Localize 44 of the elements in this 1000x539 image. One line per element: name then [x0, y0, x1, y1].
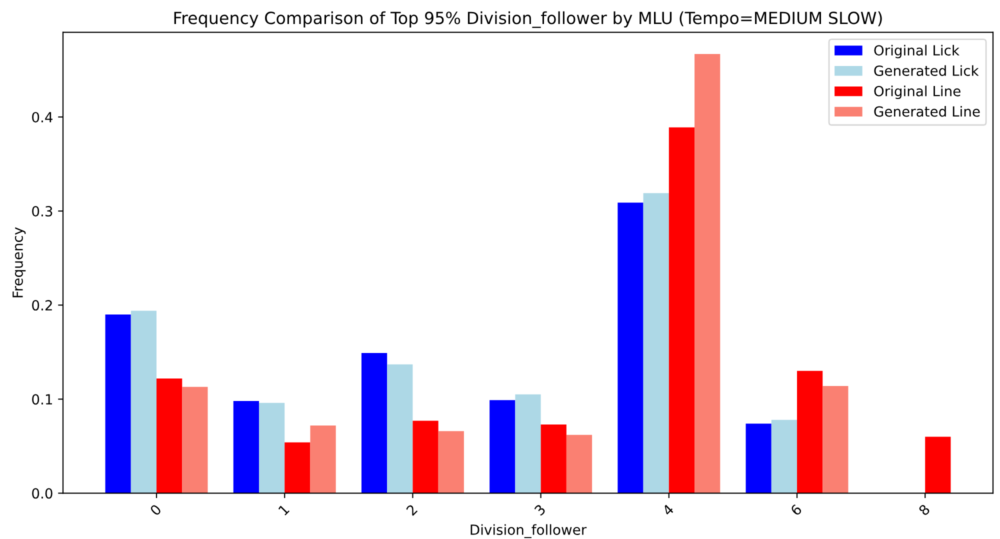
legend-label: Original Line — [874, 86, 960, 100]
bar — [233, 401, 259, 494]
bar — [694, 54, 720, 494]
bar — [822, 386, 848, 494]
bar — [540, 424, 566, 494]
bar — [566, 434, 592, 494]
x-tick-label: 4 — [662, 504, 674, 516]
y-tick-label: 0.4 — [32, 112, 52, 122]
x-tick-label: 1 — [278, 504, 290, 516]
bar — [797, 370, 823, 494]
x-tick-label: 2 — [406, 504, 418, 516]
bar — [925, 436, 951, 494]
bar — [412, 420, 438, 494]
y-tick-label: 0.2 — [32, 300, 52, 311]
legend-label: Generated Line — [874, 106, 980, 117]
bar — [182, 386, 208, 494]
bar — [668, 127, 695, 494]
bar — [284, 442, 310, 494]
y-tick-label: 0.1 — [32, 394, 52, 405]
y-tick-label: 0.3 — [32, 206, 52, 217]
bar — [387, 364, 413, 494]
y-axis-title: Frequency — [12, 227, 26, 298]
legend-label: Original Lick — [874, 44, 960, 58]
x-tick-label: 6 — [790, 504, 802, 516]
bar — [105, 314, 131, 494]
bar — [515, 394, 541, 494]
bar — [156, 378, 182, 494]
bar — [643, 193, 669, 494]
x-tick-label: 0 — [149, 504, 162, 516]
bar — [618, 202, 644, 494]
x-tick-label: 3 — [534, 504, 546, 516]
chart-title: Frequency Comparison of Top 95% Division_follower by MLU (Tempo=MEDIUM SLOW) — [174, 11, 882, 28]
x-axis-title: Division_follower — [470, 524, 587, 538]
bar — [361, 353, 388, 494]
legend-label: Generated Lick — [874, 65, 979, 76]
bar — [310, 425, 336, 494]
bar — [130, 310, 157, 494]
bar — [258, 402, 285, 494]
bar — [746, 424, 772, 494]
bar — [771, 420, 798, 494]
bar — [438, 431, 464, 494]
bar — [490, 400, 516, 494]
x-tick-label: 8 — [918, 504, 930, 516]
y-tick-label: 0.0 — [32, 488, 52, 499]
